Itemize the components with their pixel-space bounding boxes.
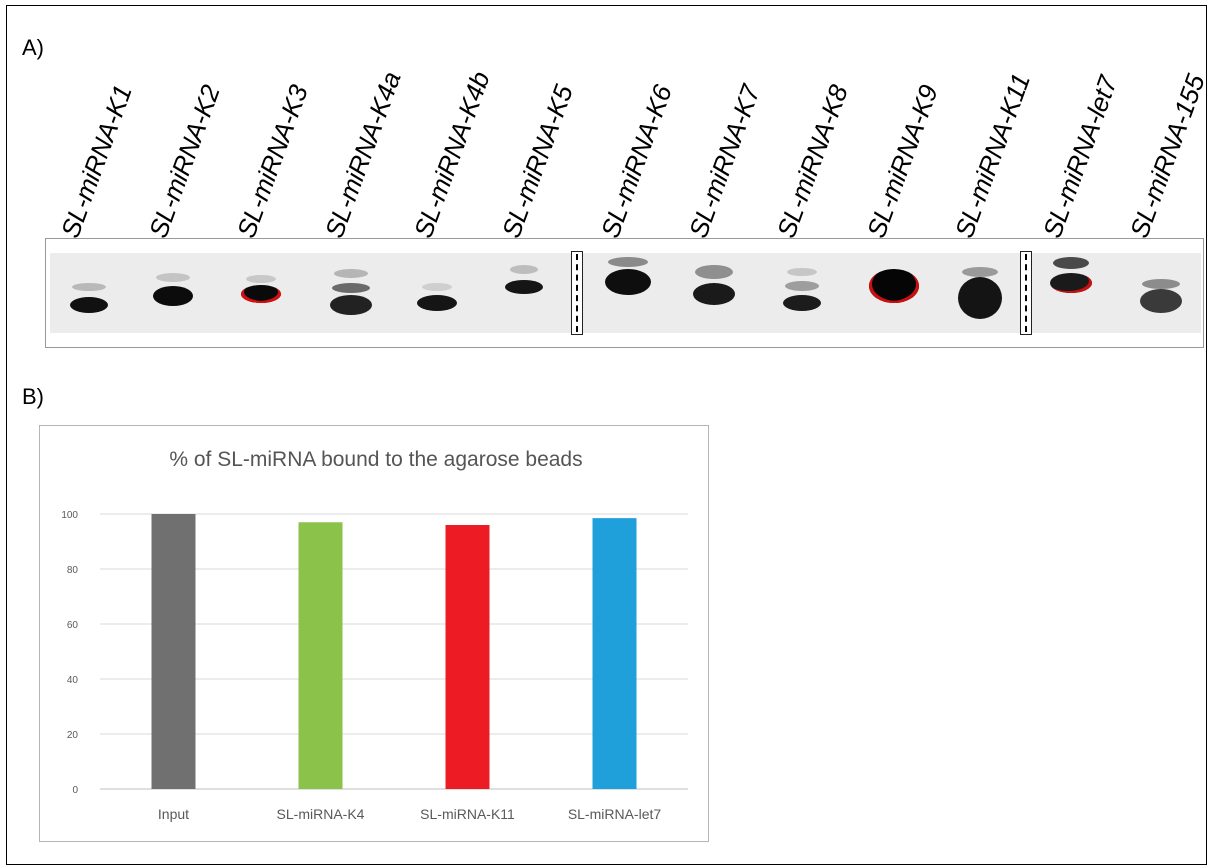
gel-band — [241, 285, 281, 303]
x-tick-label: SL-miRNA-K11 — [420, 806, 515, 822]
gel-strip — [50, 253, 1201, 333]
x-tick-label: SL-miRNA-let7 — [568, 806, 662, 822]
y-tick-label: 40 — [67, 675, 79, 686]
gel-band — [417, 295, 457, 311]
panel-b-label: B) — [22, 384, 44, 409]
gel-band — [1050, 273, 1092, 293]
gel-band — [246, 275, 276, 283]
x-tick-label: Input — [158, 806, 189, 822]
gel-band — [783, 295, 821, 311]
gel-band — [608, 257, 648, 267]
gel-band — [1053, 257, 1089, 269]
bar-sl-mirna-k11 — [445, 525, 490, 789]
gel-band — [72, 283, 106, 291]
gel-band — [1142, 279, 1180, 289]
gel-band — [869, 269, 919, 303]
x-tick-label: SL-miRNA-K4 — [277, 806, 365, 822]
gel-band — [605, 269, 651, 295]
y-tick-label: 80 — [67, 565, 79, 576]
bar-input — [151, 514, 196, 789]
bar-sl-mirna-let7 — [592, 518, 637, 789]
chart-title: % of SL-miRNA bound to the agarose beads — [169, 448, 582, 471]
gel-band — [693, 283, 735, 305]
bar-chart: % of SL-miRNA bound to the agarose beads… — [39, 425, 709, 842]
y-tick-label: 100 — [61, 510, 78, 521]
y-tick-label: 20 — [67, 730, 79, 741]
gel-band — [958, 277, 1002, 319]
gel-band — [153, 286, 193, 306]
gel-band — [1140, 289, 1182, 313]
gel-band — [70, 297, 108, 313]
gel-band — [787, 268, 817, 276]
gel-band — [332, 283, 370, 293]
gel-band — [695, 265, 733, 279]
y-tick-label: 0 — [72, 785, 78, 796]
bar-chart-svg: % of SL-miRNA bound to the agarose beads… — [61, 448, 688, 822]
gel-band — [156, 273, 190, 282]
gel-band — [422, 283, 452, 291]
gel-band — [334, 269, 368, 278]
gel-image — [45, 238, 1204, 348]
bar-sl-mirna-k4 — [298, 522, 343, 789]
gel-divider — [571, 251, 583, 335]
panel-a-label: A) — [22, 35, 44, 60]
gel-divider — [1020, 251, 1032, 335]
y-tick-label: 60 — [67, 620, 79, 631]
gel-band — [510, 265, 538, 274]
gel-band — [505, 280, 543, 294]
gel-band — [330, 295, 372, 315]
gel-band — [785, 281, 819, 291]
gel-band — [962, 267, 998, 277]
